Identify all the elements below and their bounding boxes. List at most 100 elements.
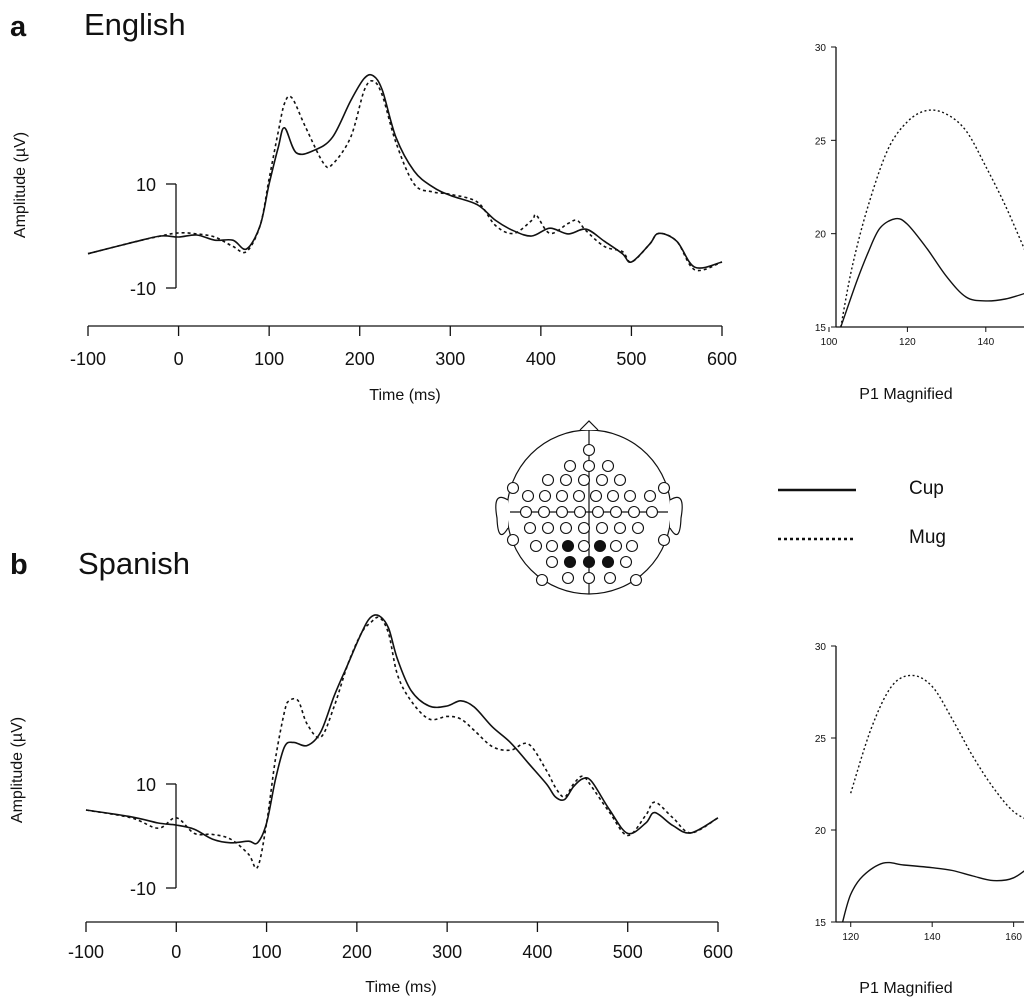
electrode: [573, 505, 587, 519]
x-tick-label: 0: [171, 942, 181, 962]
panel-letter-b: b: [10, 549, 28, 581]
mag-x-tick-label: 160: [1005, 932, 1022, 943]
x-tick-label: 0: [174, 349, 184, 369]
electrode: [619, 555, 633, 569]
p1-magnified-title-spanish: P1 Magnified: [859, 980, 952, 997]
mag-x-tick-label: 120: [842, 932, 859, 943]
electrode: [561, 539, 575, 553]
electrode: [559, 473, 573, 487]
electrode: [521, 489, 535, 503]
panel-title-english: English: [84, 7, 186, 42]
electrode: [645, 505, 659, 519]
legend-label-cup: Cup: [909, 478, 944, 499]
electrode: [582, 555, 596, 569]
x-tick-label: 200: [342, 942, 372, 962]
electrode: [563, 459, 577, 473]
legend-label-mug: Mug: [909, 527, 946, 548]
mag-y-tick-label: 15: [815, 323, 827, 334]
electrode: [519, 505, 533, 519]
electrode: [545, 555, 559, 569]
electrode-montage-icon: [495, 420, 683, 595]
chart-1: 15 20 25 30 100 120 140: [815, 43, 1024, 348]
electrode: [643, 489, 657, 503]
x-tick-label: -100: [70, 349, 106, 369]
x-tick-label: -100: [68, 942, 104, 962]
electrode: [563, 555, 577, 569]
electrode: [545, 539, 559, 553]
electrode: [561, 571, 575, 585]
y-tick-label: -10: [130, 879, 156, 899]
electrode: [657, 481, 671, 495]
electrode: [555, 505, 569, 519]
mag-y-tick-label: 25: [815, 136, 827, 147]
electrode: [559, 521, 573, 535]
electrode: [609, 505, 623, 519]
x-tick-label: 400: [526, 349, 556, 369]
electrode: [577, 473, 591, 487]
mag-x-tick-label: 140: [924, 932, 941, 943]
mag-y-tick-label: 25: [815, 734, 827, 745]
x-tick-label: 600: [703, 942, 733, 962]
series-line-cup: [87, 73, 723, 269]
electrode: [572, 489, 586, 503]
x-tick-label: 100: [252, 942, 282, 962]
xlabel-english: Time (ms): [369, 387, 440, 404]
series-line-mug: [87, 79, 723, 272]
electrode: [657, 533, 671, 547]
electrode: [577, 521, 591, 535]
electrode: [591, 505, 605, 519]
panel-letter-a: a: [10, 11, 27, 43]
x-tick-label: 200: [345, 349, 375, 369]
mag-y-tick-label: 30: [815, 43, 827, 54]
electrode: [582, 571, 596, 585]
electrode: [523, 521, 537, 535]
electrode: [555, 489, 569, 503]
electrode: [613, 521, 627, 535]
ylabel-english: Amplitude (µV): [12, 132, 29, 238]
xlabel-spanish: Time (ms): [365, 979, 436, 996]
electrode: [506, 533, 520, 547]
series-line-mug: [85, 616, 719, 870]
x-tick-label: 500: [616, 349, 646, 369]
electrode: [625, 539, 639, 553]
mag-y-tick-label: 20: [815, 230, 827, 241]
electrode: [582, 459, 596, 473]
x-tick-label: 500: [613, 942, 643, 962]
series-line-cup: [840, 217, 1024, 328]
electrode: [601, 555, 615, 569]
electrode: [541, 521, 555, 535]
electrode: [538, 489, 552, 503]
electrode: [529, 539, 543, 553]
panel-title-spanish: Spanish: [78, 546, 190, 581]
electrode: [629, 573, 643, 587]
electrode: [593, 539, 607, 553]
electrode: [595, 473, 609, 487]
electrode: [613, 473, 627, 487]
ylabel-spanish: Amplitude (µV): [9, 717, 26, 823]
mag-x-tick-label: 120: [899, 337, 916, 348]
y-tick-label: 10: [136, 175, 156, 195]
x-tick-label: 300: [435, 349, 465, 369]
electrode: [577, 539, 591, 553]
chart-0: -100 0 100 200 300 400 500 600 10 -10: [70, 73, 737, 369]
electrode: [606, 489, 620, 503]
electrode: [623, 489, 637, 503]
electrode: [627, 505, 641, 519]
electrode: [537, 505, 551, 519]
x-tick-label: 600: [707, 349, 737, 369]
electrode: [603, 571, 617, 585]
series-line-cup: [85, 614, 719, 845]
chart-2: -100 0 100 200 300 400 500 600 10 -10: [68, 614, 733, 962]
mag-y-tick-label: 30: [815, 642, 827, 653]
y-tick-label: 10: [136, 775, 156, 795]
series-line-cup: [841, 861, 1024, 923]
electrode: [582, 443, 596, 457]
mag-y-tick-label: 20: [815, 826, 827, 837]
electrode: [609, 539, 623, 553]
p1-magnified-title-english: P1 Magnified: [859, 386, 952, 403]
electrode: [535, 573, 549, 587]
mag-y-tick-label: 15: [815, 918, 827, 929]
y-tick-label: -10: [130, 279, 156, 299]
electrode: [541, 473, 555, 487]
